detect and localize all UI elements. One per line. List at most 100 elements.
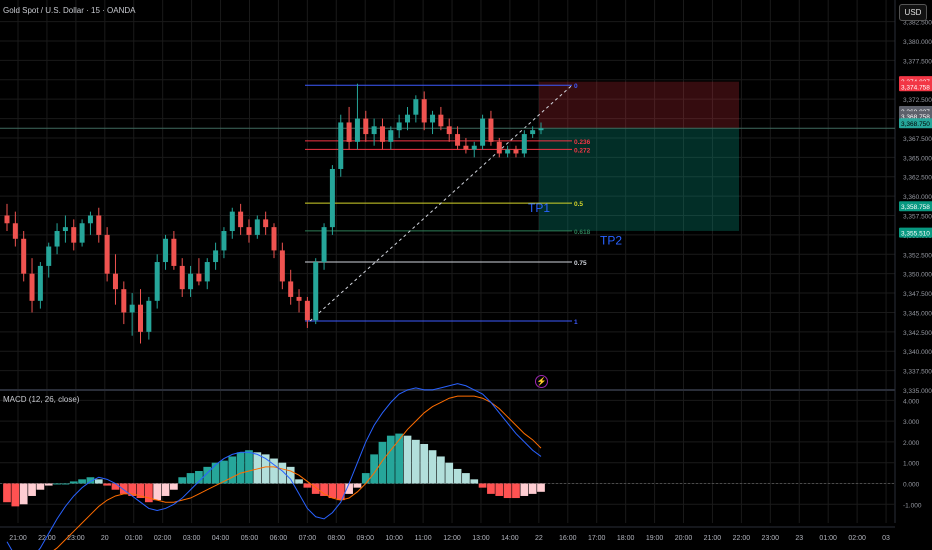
candle-body xyxy=(521,134,527,154)
x-axis-tick-label: 19:00 xyxy=(646,535,664,542)
tp-annotation-label: TP2 xyxy=(600,234,622,248)
candle-body xyxy=(304,300,310,321)
candle-body xyxy=(138,304,143,332)
macd-histogram-bar xyxy=(320,483,328,496)
macd-axis-tick-label: 2.000 xyxy=(903,440,920,447)
macd-histogram-bar xyxy=(61,483,70,485)
price-axis-tick-label: 3,360.000 xyxy=(903,194,932,201)
macd-indicator-title[interactable]: MACD (12, 26, close) xyxy=(3,395,80,404)
candle-body xyxy=(471,145,477,150)
price-axis-tick-label: 3,335.000 xyxy=(903,388,932,395)
macd-histogram-bar xyxy=(411,439,420,484)
macd-histogram-bar xyxy=(470,479,479,484)
macd-histogram-bar xyxy=(495,483,504,496)
candle-body xyxy=(288,281,294,297)
candle-body xyxy=(329,168,335,228)
macd-histogram-bar xyxy=(94,479,103,484)
x-axis-tick-label: 14:00 xyxy=(501,535,519,542)
macd-histogram-bar xyxy=(144,483,153,503)
macd-signal-line xyxy=(53,395,542,550)
fib-level-label: 0.75 xyxy=(574,260,587,267)
macd-histogram-bar xyxy=(19,483,28,505)
macd-histogram-bar xyxy=(453,468,462,484)
fib-level-label: 0.236 xyxy=(574,139,591,146)
candle-body xyxy=(196,273,202,282)
candle-body xyxy=(296,296,302,301)
macd-histogram-bar xyxy=(261,454,270,484)
x-axis-tick-label: 22:00 xyxy=(38,535,56,542)
x-axis-tick-label: 18:00 xyxy=(617,535,635,542)
macd-histogram-bar xyxy=(44,483,53,486)
candle-body xyxy=(154,262,160,301)
macd-histogram-bar xyxy=(403,435,412,484)
macd-histogram-bar xyxy=(128,483,137,496)
macd-histogram-bar xyxy=(420,443,429,484)
price-axis-tick-label: 3,350.000 xyxy=(903,272,932,279)
candle-body xyxy=(121,289,127,313)
x-axis-tick-label: 20 xyxy=(101,535,109,542)
macd-histogram-bar xyxy=(503,483,512,499)
candle-body xyxy=(488,118,494,142)
x-axis-tick-label: 04:00 xyxy=(212,535,230,542)
macd-histogram-bar xyxy=(228,456,237,484)
candle-body xyxy=(379,126,385,142)
fib-level-label: 0.618 xyxy=(574,229,591,236)
macd-histogram-bar xyxy=(111,483,120,490)
candle-body xyxy=(21,238,27,274)
candle-body xyxy=(496,141,502,154)
x-axis-tick-label: 05:00 xyxy=(241,535,259,542)
macd-histogram-bar xyxy=(136,483,145,499)
x-axis-tick-label: 21:00 xyxy=(704,535,722,542)
macd-histogram-bar xyxy=(28,483,36,496)
candle-body xyxy=(421,99,427,123)
candle-body xyxy=(388,130,394,142)
candle-body xyxy=(538,128,544,131)
candle-body xyxy=(179,265,185,290)
price-axis-tick-label: 3,337.500 xyxy=(903,369,932,376)
fib-level-label: 1 xyxy=(574,319,578,326)
alert-lightning-icon[interactable]: ⚡ xyxy=(535,375,548,388)
price-tag-label: 3,368.758 xyxy=(901,114,930,121)
macd-histogram-bar xyxy=(311,483,320,494)
price-axis-tick-label: 3,367.500 xyxy=(903,136,932,143)
macd-histogram-bar xyxy=(11,483,20,507)
candle-body xyxy=(46,246,52,266)
price-tag-label: 3,358.758 xyxy=(901,204,930,211)
currency-button[interactable]: USD xyxy=(899,4,927,21)
candle-body xyxy=(112,273,118,290)
candle-body xyxy=(12,223,18,239)
macd-histogram-bar xyxy=(345,483,353,494)
price-axis-tick-label: 3,365.000 xyxy=(903,155,932,162)
candle-body xyxy=(254,219,260,235)
macd-histogram-bar xyxy=(119,483,128,494)
candle-body xyxy=(396,122,402,131)
macd-axis-tick-label: 3.000 xyxy=(903,419,920,426)
candle-body xyxy=(54,231,60,247)
macd-histogram-bar xyxy=(445,462,454,484)
tp-annotation-label: TP1 xyxy=(528,201,550,215)
fib-level-label: 0.5 xyxy=(574,201,583,208)
macd-histogram-bar xyxy=(53,483,61,485)
candle-body xyxy=(271,227,277,251)
macd-histogram-bar xyxy=(203,466,212,484)
macd-histogram-bar xyxy=(170,483,178,490)
x-axis-tick-label: 07:00 xyxy=(299,535,317,542)
candle-body xyxy=(346,122,352,142)
macd-histogram-bar xyxy=(186,473,195,484)
macd-histogram-bar xyxy=(437,456,445,484)
price-tag xyxy=(899,81,932,92)
candle-body xyxy=(96,215,102,235)
x-axis-tick-label: 03 xyxy=(882,535,890,542)
candle-body xyxy=(530,130,536,135)
price-tag-label: 3,374.758 xyxy=(901,84,930,91)
macd-histogram-bar xyxy=(86,477,95,484)
macd-histogram-bar xyxy=(462,473,470,484)
macd-histogram-bar xyxy=(103,483,111,486)
x-axis-tick-label: 06:00 xyxy=(270,535,288,542)
candle-body xyxy=(87,215,93,224)
price-axis-tick-label: 3,362.500 xyxy=(903,175,932,182)
macd-histogram-bar xyxy=(3,483,11,503)
x-axis-tick-label: 01:00 xyxy=(819,535,837,542)
macd-line xyxy=(6,383,542,550)
